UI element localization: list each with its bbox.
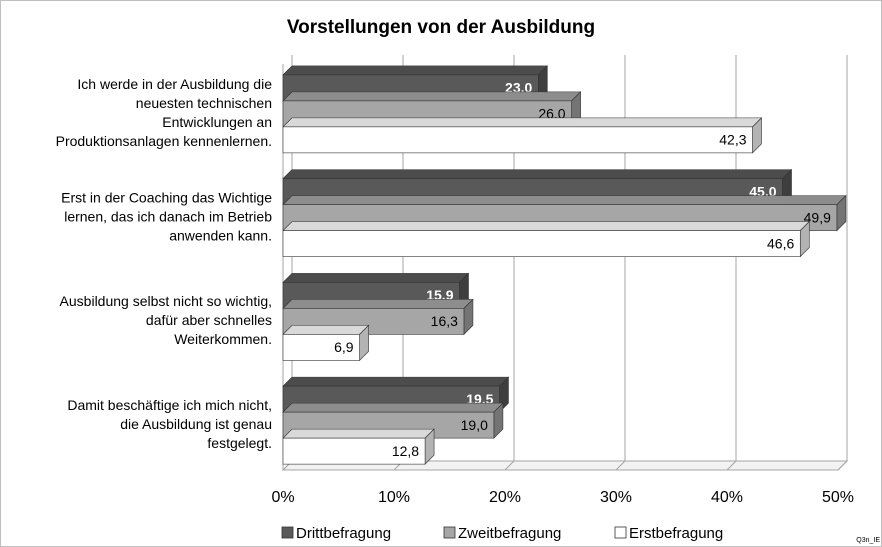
value-label: 12,8	[392, 443, 419, 459]
category-label: neuesten technischen	[136, 95, 272, 111]
category-label: Entwicklungen an	[162, 114, 272, 130]
value-label: 16,3	[431, 313, 458, 329]
bar-top	[282, 325, 370, 335]
category-label: anwenden kann.	[169, 227, 272, 243]
bar	[282, 334, 360, 361]
bar-top	[282, 195, 847, 205]
bar	[282, 126, 753, 154]
legend-label: Erstbefragung	[629, 525, 723, 542]
category-label: Ich werde in der Ausbildung die	[77, 76, 272, 92]
legend-swatch	[443, 526, 456, 539]
bar-top	[282, 402, 504, 413]
legend-label: Drittbefragung	[296, 525, 391, 542]
x-tick-label: 10%	[378, 489, 410, 506]
chart-title: Vorstellungen von der Ausbildung	[287, 17, 595, 38]
legend-swatch	[614, 526, 627, 539]
bar-top	[282, 169, 793, 179]
bar	[282, 437, 426, 465]
value-label: 49,9	[804, 209, 831, 225]
bar-top	[282, 91, 582, 102]
category-label: dafür aber schnelles	[146, 312, 272, 328]
category-label: Produktionsanlagen kennenlernen.	[56, 133, 272, 149]
bar-top	[282, 376, 510, 387]
legend-swatch	[281, 526, 294, 539]
x-tick-label: 50%	[822, 489, 854, 506]
category-label: Damit beschäftige ich mich nicht,	[67, 397, 272, 413]
grid-line	[837, 55, 848, 471]
legend-label: Zweitbefragung	[458, 525, 561, 542]
footnote: Q3n_IE	[856, 537, 880, 544]
bar-top	[282, 299, 474, 309]
value-label: 42,3	[719, 132, 746, 148]
x-tick-label: 20%	[489, 489, 521, 506]
value-label: 19,0	[461, 417, 488, 433]
category-label: lernen, das ich danach im Betrieb	[64, 208, 272, 224]
category-label: Weiterkommen.	[174, 331, 272, 347]
bar-top	[282, 221, 810, 231]
bar-top	[282, 65, 549, 76]
x-tick-label: 40%	[711, 489, 743, 506]
category-label: festgelegt.	[207, 435, 272, 451]
bar-top	[282, 273, 470, 283]
bar	[282, 230, 801, 257]
value-label: 6,9	[334, 339, 354, 355]
bar-top	[282, 117, 763, 128]
category-label: die Ausbildung ist genau	[120, 416, 272, 432]
category-label: Erst in der Coaching das Wichtige	[61, 189, 272, 205]
x-tick-label: 30%	[600, 489, 632, 506]
category-label: Ausbildung selbst nicht so wichtig,	[60, 293, 272, 309]
value-label: 46,6	[767, 235, 794, 251]
bar-top	[282, 428, 435, 439]
x-tick-label: 0%	[271, 489, 294, 506]
